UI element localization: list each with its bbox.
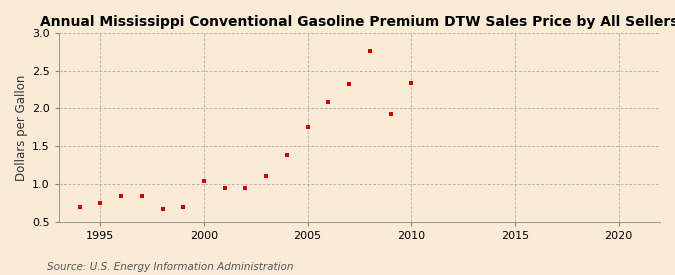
Y-axis label: Dollars per Gallon: Dollars per Gallon	[15, 74, 28, 180]
Text: Source: U.S. Energy Information Administration: Source: U.S. Energy Information Administ…	[47, 262, 294, 272]
Title: Annual Mississippi Conventional Gasoline Premium DTW Sales Price by All Sellers: Annual Mississippi Conventional Gasoline…	[40, 15, 675, 29]
